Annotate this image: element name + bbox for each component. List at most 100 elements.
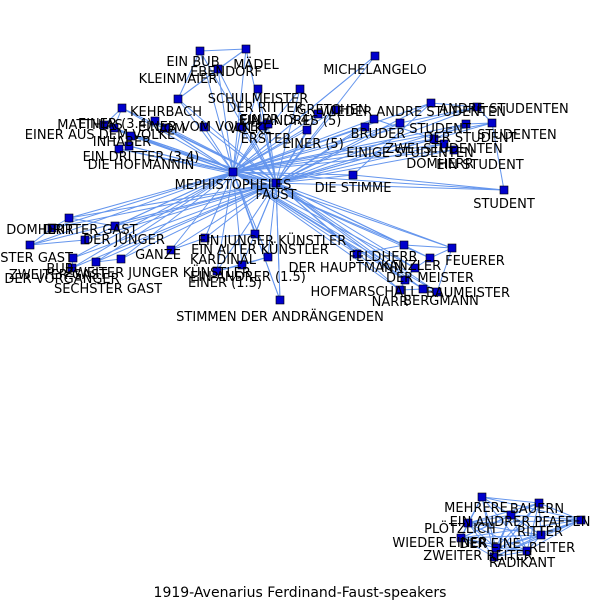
label-der-hauptmann: DER HAUPTMANN	[289, 261, 404, 276]
node-b-plotzlich	[463, 518, 473, 528]
node-b-zweiter	[522, 546, 532, 556]
edge-mephistopheles-kleinmaier	[177, 98, 234, 173]
edge-mephistopheles-einer-5	[232, 129, 308, 173]
edge-zwei-studenten-der-student	[433, 123, 467, 140]
node-faust	[271, 178, 281, 188]
node-einer-3-4	[150, 116, 160, 126]
label-student: STUDENT	[473, 197, 535, 212]
label-bruder: BRUDER	[351, 127, 406, 142]
node-andre-studenten	[472, 102, 482, 112]
edge-faust-ein-student	[275, 149, 455, 184]
label-die-stimme: DIE STIMME	[315, 181, 392, 196]
label-b-wieder: WIEDER EINER	[392, 536, 487, 551]
edge-b-wieder-b-der-eine	[460, 537, 497, 549]
label-zweiter-gast: ZWEITER GAST	[9, 268, 107, 283]
node-dritter-gast	[64, 213, 74, 223]
label-feuerer: FEUERER	[445, 254, 505, 269]
edge-mephistopheles-schulmeister	[232, 88, 259, 173]
node-mg-madel	[241, 44, 251, 54]
label-zwei-studenten: ZWEI STUDENTEN	[385, 142, 502, 157]
node-der-junger	[110, 221, 120, 231]
node-student	[499, 185, 509, 195]
edge-mephistopheles-sechster-gast	[71, 171, 234, 269]
node-wieder-andre-studenten	[426, 98, 436, 108]
edge-b-wieder-b-radikant	[460, 537, 495, 558]
node-domherr	[439, 139, 449, 149]
edge-mephistopheles-kanzler	[232, 171, 416, 269]
label-einige-studenten: EINIGE STUDENTEN	[346, 146, 474, 161]
node-baumeister	[432, 287, 442, 297]
label-zweiter-junger: ZWEITER JUNGER KÜNSTLER	[65, 264, 251, 281]
edge-faust-domherr	[275, 143, 445, 184]
label-faust: FAUST	[256, 188, 297, 203]
edge-mephistopheles-die-hofmannin	[118, 148, 234, 173]
node-narr	[395, 285, 405, 295]
edge-mephistopheles-baumeister	[232, 171, 438, 293]
label-kleinmaier: KLEINMAIER	[139, 72, 218, 87]
edge-mephistopheles-der-junger	[114, 171, 234, 227]
node-michelangelo	[370, 51, 380, 61]
edge-die-stimme-student	[352, 174, 505, 191]
label-einer-tr: EINER (3.4)	[240, 113, 314, 128]
label-kanzler: KANZLER	[381, 259, 441, 274]
node-der-meister	[425, 253, 435, 263]
node-sechster-gast	[67, 263, 77, 273]
edge-b-pfaffen-b-wieder	[460, 514, 512, 539]
label-b-zweiter: ZWEITER REITER	[423, 549, 532, 564]
label-gretchen: GRETCHEN	[296, 103, 367, 118]
node-kleinmaier	[173, 94, 183, 104]
label-kardinal: KARDINAL	[190, 253, 257, 268]
edge-b-bauern-b-der-eine	[495, 502, 540, 549]
node-b-ritter	[576, 515, 586, 525]
edge-faust-mg-studenten	[275, 122, 493, 184]
label-b-pfaffen: EIN ANDRER PFAFFEN	[450, 515, 591, 530]
edge-der-student-mg-studenten	[465, 122, 493, 125]
edge-faust-mg-student-r	[275, 122, 401, 184]
label-ein-andrer: EIN ANDRER (1.5)	[190, 270, 306, 285]
edge-mephistopheles-der-meister	[232, 171, 431, 259]
edge-b-der-eine-b-zweiter	[495, 547, 528, 552]
edge-b-bauern-b-mehrere	[481, 496, 540, 504]
label-ein-junger-kunstler: EIN JUNGER KÜNSTLER	[198, 232, 347, 249]
edge-ebendorf-kleinmaier	[177, 68, 219, 100]
label-kehrbach: KEHRBACH	[130, 105, 202, 120]
label-mg-student-r: STUDENT	[409, 122, 471, 137]
edge-faust-wieder-andre-studenten	[275, 102, 432, 184]
edge-ein-bub-mg-madel	[199, 48, 247, 52]
label-b-radikant: RADIKANT	[489, 556, 555, 571]
edge-mephistopheles-feuerer	[232, 171, 453, 249]
edge-student-mg-studenten	[491, 122, 505, 191]
node-b-radikant	[489, 552, 499, 562]
edge-faust-mg-vom	[164, 127, 277, 184]
edge-mephistopheles-andre-studenten	[232, 106, 478, 173]
edge-mephistopheles-mg-studenten	[232, 122, 493, 173]
edge-faust-die-stimme	[275, 174, 354, 184]
node-ein-junger-kunstler	[250, 229, 260, 239]
node-ein-bub	[195, 46, 205, 56]
label-einer-1-5: EINER (1.5)	[188, 276, 262, 291]
node-ein-dritter	[124, 141, 134, 151]
edge-faust-mephistopheles	[232, 171, 277, 184]
edge-mephistopheles-dritter-gast	[68, 171, 234, 219]
edge-b-bauern-b-plotzlich	[467, 502, 540, 524]
edge-mephistopheles-mg-student-r	[232, 122, 401, 173]
node-ebendorf	[213, 64, 223, 74]
node-bruder	[360, 122, 370, 132]
node-die-hofmannin	[114, 144, 124, 154]
edge-mephistopheles-einer-1-5	[216, 171, 234, 272]
edge-ein-junger-kunstler-ein-alter-kunstler	[204, 233, 256, 239]
edge-b-pfaffen-b-zweiter	[510, 514, 528, 552]
edge-einige-studenten-zwei-studenten	[373, 118, 435, 140]
edge-mephistopheles-narr	[232, 171, 401, 291]
label-b-plotzlich: PLÖTZLICH	[424, 520, 496, 537]
label-felder: FELDHERR	[349, 250, 418, 265]
edge-ebendorf-mg-madel	[217, 48, 247, 70]
label-narr: NARR	[372, 295, 409, 310]
node-mephistopheles	[228, 167, 238, 177]
edge-b-ritter-b-mehrere	[481, 496, 582, 521]
label-der-ritter: DER RITTER	[226, 101, 303, 116]
edge-faust-schulmeister	[257, 88, 277, 184]
edge-faust-ganze	[120, 182, 277, 260]
